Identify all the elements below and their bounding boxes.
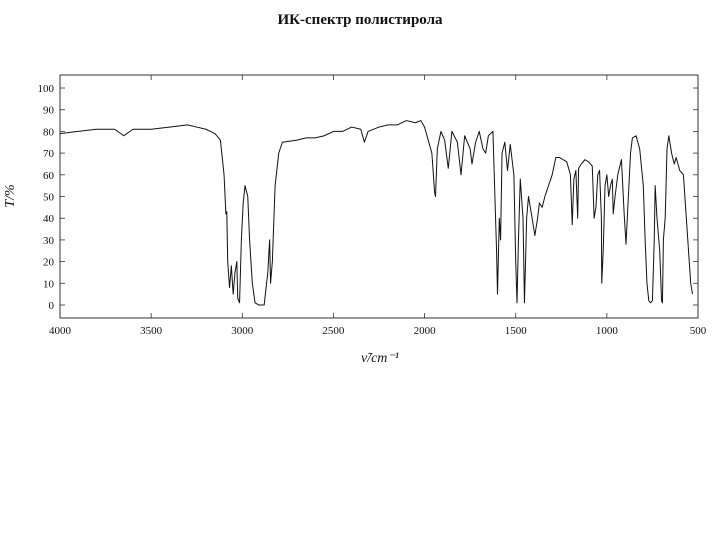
- x-tick-label: 500: [690, 325, 707, 337]
- x-tick-label: 4000: [49, 325, 72, 337]
- x-axis-label: ν̃/cm⁻¹: [361, 351, 399, 366]
- x-tick-label: 3000: [231, 325, 254, 337]
- spectrum-line: [59, 120, 694, 306]
- chart-title: ИК-спектр полистирола: [277, 12, 443, 28]
- y-tick-label: 90: [43, 105, 55, 117]
- y-tick-label: 60: [43, 170, 55, 182]
- x-tick-label: 2000: [414, 325, 437, 337]
- x-tick-label: 1000: [596, 325, 619, 337]
- y-tick-label: 70: [43, 148, 55, 160]
- x-tick-label: 3500: [140, 325, 163, 337]
- y-tick-label: 80: [43, 126, 55, 138]
- y-tick-label: 10: [43, 278, 55, 290]
- y-tick-label: 50: [43, 192, 55, 204]
- y-tick-label: 100: [38, 83, 55, 95]
- y-axis-label: T/%: [3, 184, 18, 207]
- x-tick-label: 1500: [505, 325, 528, 337]
- y-tick-label: 30: [43, 235, 55, 247]
- y-tick-label: 40: [43, 213, 55, 225]
- y-tick-label: 20: [43, 257, 55, 269]
- y-tick-label: 0: [49, 300, 55, 312]
- x-tick-label: 2500: [322, 325, 345, 337]
